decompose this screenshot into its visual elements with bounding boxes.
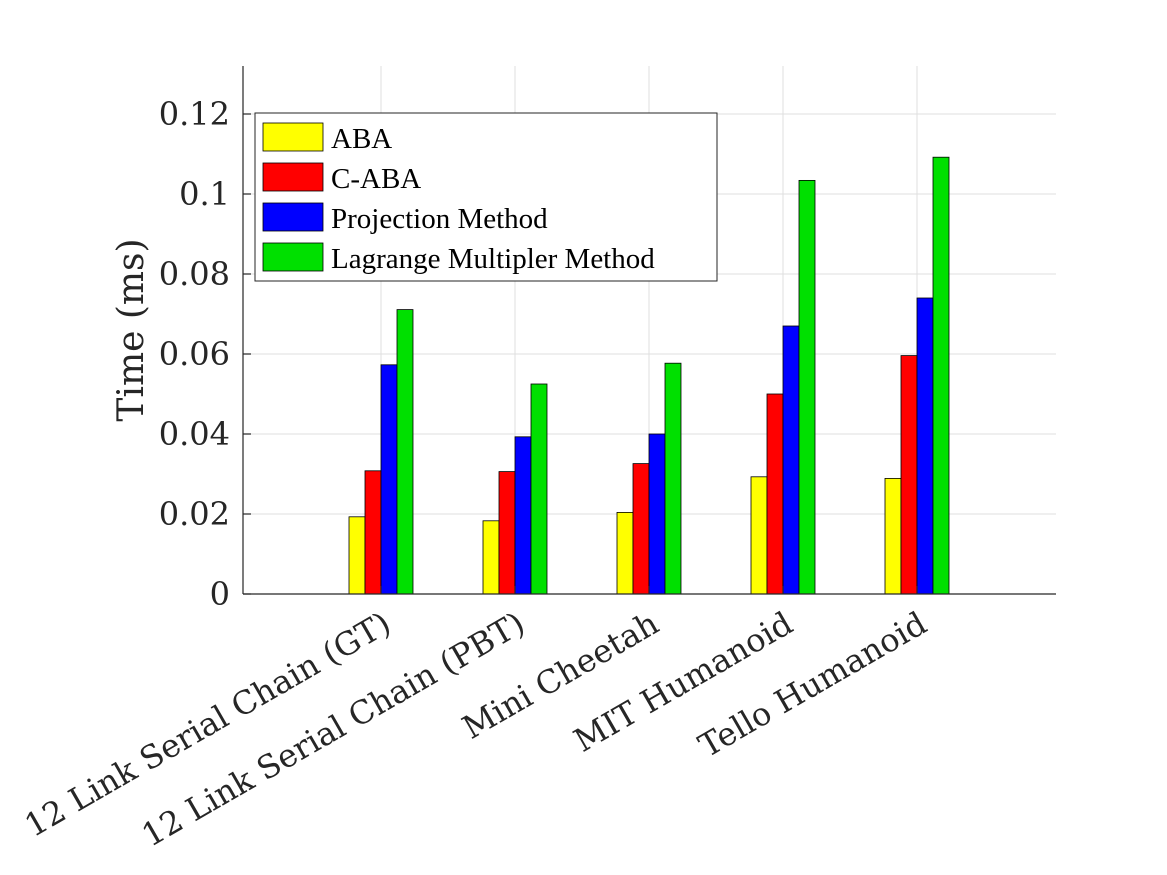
legend-swatch-3 [262, 242, 324, 272]
y-tick-label-1: 0.02 [159, 495, 230, 533]
bar-lagrange-multipler-method-2 [664, 362, 682, 595]
legend-label-3: Lagrange Multipler Method [331, 243, 655, 275]
bar-aba-0 [348, 516, 366, 595]
bar-c-aba-4 [900, 355, 918, 595]
y-axis-label: Time (ms) [111, 238, 152, 421]
legend-label-0: ABA [331, 123, 392, 155]
legend-swatch-1 [262, 162, 324, 192]
x-tick-labels: 12 Link Serial Chain (GT)12 Link Serial … [18, 604, 933, 854]
y-tick-label-2: 0.04 [159, 415, 230, 453]
bar-lagrange-multipler-method-0 [396, 309, 414, 595]
bar-c-aba-0 [364, 470, 382, 595]
bar-projection-method-3 [782, 325, 800, 595]
bar-lagrange-multipler-method-3 [798, 179, 816, 595]
x-tick-label-4: Tello Humanoid [692, 604, 933, 765]
bar-aba-3 [750, 476, 768, 595]
y-tick-label-6: 0.12 [159, 95, 230, 133]
bar-c-aba-1 [498, 471, 516, 595]
legend-box [254, 112, 718, 282]
bar-projection-method-1 [514, 436, 532, 595]
bar-c-aba-3 [766, 393, 784, 595]
bar-aba-1 [482, 520, 500, 595]
legend: ABA C-ABA Projection Method Lagrange Multip… [254, 112, 718, 282]
x-tick-label-3: MIT Humanoid [567, 604, 799, 760]
legend-swatch-0 [262, 122, 324, 152]
legend-swatch-2 [262, 202, 324, 232]
bar-projection-method-0 [380, 364, 398, 595]
y-tick-labels: 0 0.02 0.04 0.06 0.08 0.1 0.12 [159, 95, 230, 613]
bar-lagrange-multipler-method-4 [932, 156, 950, 595]
bar-projection-method-2 [648, 433, 666, 595]
bar-aba-4 [884, 477, 902, 595]
bar-projection-method-4 [916, 297, 934, 595]
bar-lagrange-multipler-method-1 [530, 383, 548, 595]
y-tick-label-0: 0 [210, 575, 230, 613]
legend-label-1: C-ABA [331, 163, 421, 195]
bars-layer [348, 156, 950, 595]
bar-c-aba-2 [632, 463, 650, 595]
bar-aba-2 [616, 512, 634, 595]
y-tick-label-4: 0.08 [159, 255, 230, 293]
y-tick-label-5: 0.1 [179, 175, 230, 213]
axes-layer [242, 66, 1056, 595]
legend-label-2: Projection Method [331, 203, 548, 235]
y-tick-label-3: 0.06 [159, 335, 230, 373]
